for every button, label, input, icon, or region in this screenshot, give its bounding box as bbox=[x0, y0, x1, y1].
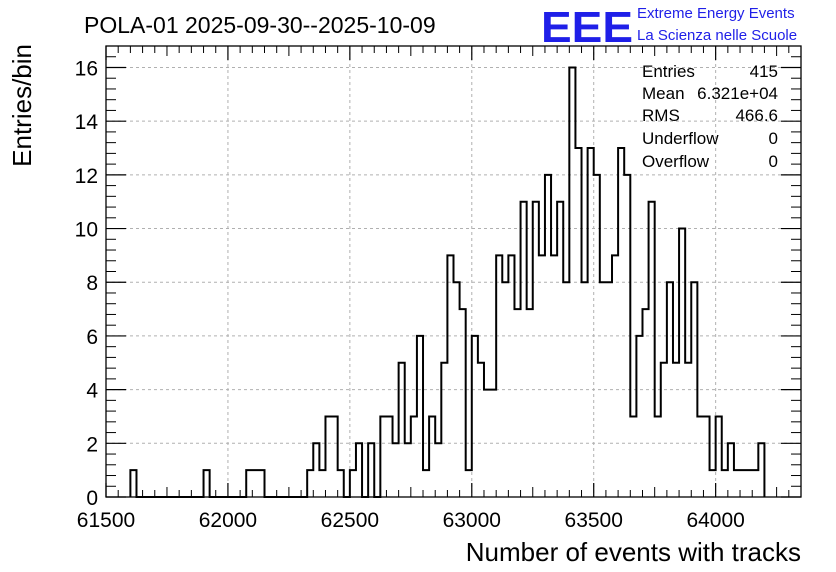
y-tick-label: 2 bbox=[86, 433, 98, 456]
histogram-bin bbox=[740, 470, 746, 497]
axis-ticks bbox=[105, 46, 802, 498]
histogram-bin bbox=[319, 470, 325, 497]
histogram-bin bbox=[393, 443, 399, 497]
stats-value-mean: 6.321e+04 bbox=[697, 84, 778, 103]
histogram-bin bbox=[630, 416, 636, 497]
histogram-bin bbox=[710, 470, 716, 497]
y-tick-label: 0 bbox=[86, 487, 98, 510]
histogram-bin bbox=[673, 363, 679, 497]
tick-labels: 61500 62000 62500 63000 63500 64000 0 2 4 6 8 10 12 1… bbox=[75, 57, 745, 532]
histogram-bin bbox=[551, 255, 557, 497]
chart-title: POLA-01 2025-09-30--2025-10-09 bbox=[84, 12, 436, 38]
histogram-bin bbox=[612, 255, 618, 497]
stats-label-mean: Mean bbox=[642, 84, 685, 103]
histogram-bin bbox=[642, 309, 648, 497]
stats-value-rms: 466.6 bbox=[735, 106, 778, 125]
stats-label-rms: RMS bbox=[642, 106, 680, 125]
x-tick-label: 62000 bbox=[199, 509, 257, 532]
y-tick-label: 10 bbox=[75, 219, 98, 242]
histogram-bin bbox=[539, 255, 545, 497]
histogram-bin bbox=[514, 309, 520, 497]
x-tick-label: 64000 bbox=[686, 509, 744, 532]
histogram-bin bbox=[697, 416, 703, 497]
y-axis-title: Entries/bin bbox=[7, 44, 37, 167]
y-tick-label: 6 bbox=[86, 326, 98, 349]
histogram-bin bbox=[655, 416, 661, 497]
histogram-bin bbox=[734, 470, 740, 497]
stats-box: Entries 415 Mean 6.321e+04 RMS 466.6 Und… bbox=[642, 62, 778, 171]
y-tick-label: 8 bbox=[86, 272, 98, 295]
histogram-bin bbox=[722, 470, 728, 497]
y-tick-label: 16 bbox=[75, 57, 98, 80]
histogram-bin bbox=[752, 470, 758, 497]
y-tick-label: 4 bbox=[86, 380, 98, 403]
y-tick-label: 12 bbox=[75, 165, 98, 188]
x-axis-title: Number of events with tracks bbox=[466, 537, 801, 567]
grid bbox=[105, 46, 801, 497]
x-tick-label: 62500 bbox=[321, 509, 379, 532]
eee-logo: EEE bbox=[541, 3, 633, 52]
stats-label-overflow: Overflow bbox=[642, 152, 710, 171]
histogram-bin bbox=[746, 470, 752, 497]
histogram-bin bbox=[435, 443, 441, 497]
histogram-bin bbox=[527, 309, 533, 497]
stats-value-underflow: 0 bbox=[769, 129, 778, 148]
x-tick-label: 61500 bbox=[77, 509, 135, 532]
histogram-bin bbox=[466, 470, 472, 497]
stats-label-entries: Entries bbox=[642, 62, 695, 81]
stats-value-overflow: 0 bbox=[769, 152, 778, 171]
x-tick-label: 63500 bbox=[565, 509, 623, 532]
stats-label-underflow: Underflow bbox=[642, 129, 719, 148]
y-tick-label: 14 bbox=[75, 111, 99, 134]
histogram-bin bbox=[685, 363, 691, 497]
histogram-bin bbox=[405, 443, 411, 497]
histogram-bin bbox=[252, 470, 258, 497]
stats-value-entries: 415 bbox=[750, 62, 778, 81]
histogram-bin bbox=[423, 470, 429, 497]
logo-line-2: La Scienza nelle Scuole bbox=[637, 27, 797, 44]
logo-line-1: Extreme Energy Events bbox=[637, 5, 795, 22]
x-tick-label: 63000 bbox=[443, 509, 501, 532]
